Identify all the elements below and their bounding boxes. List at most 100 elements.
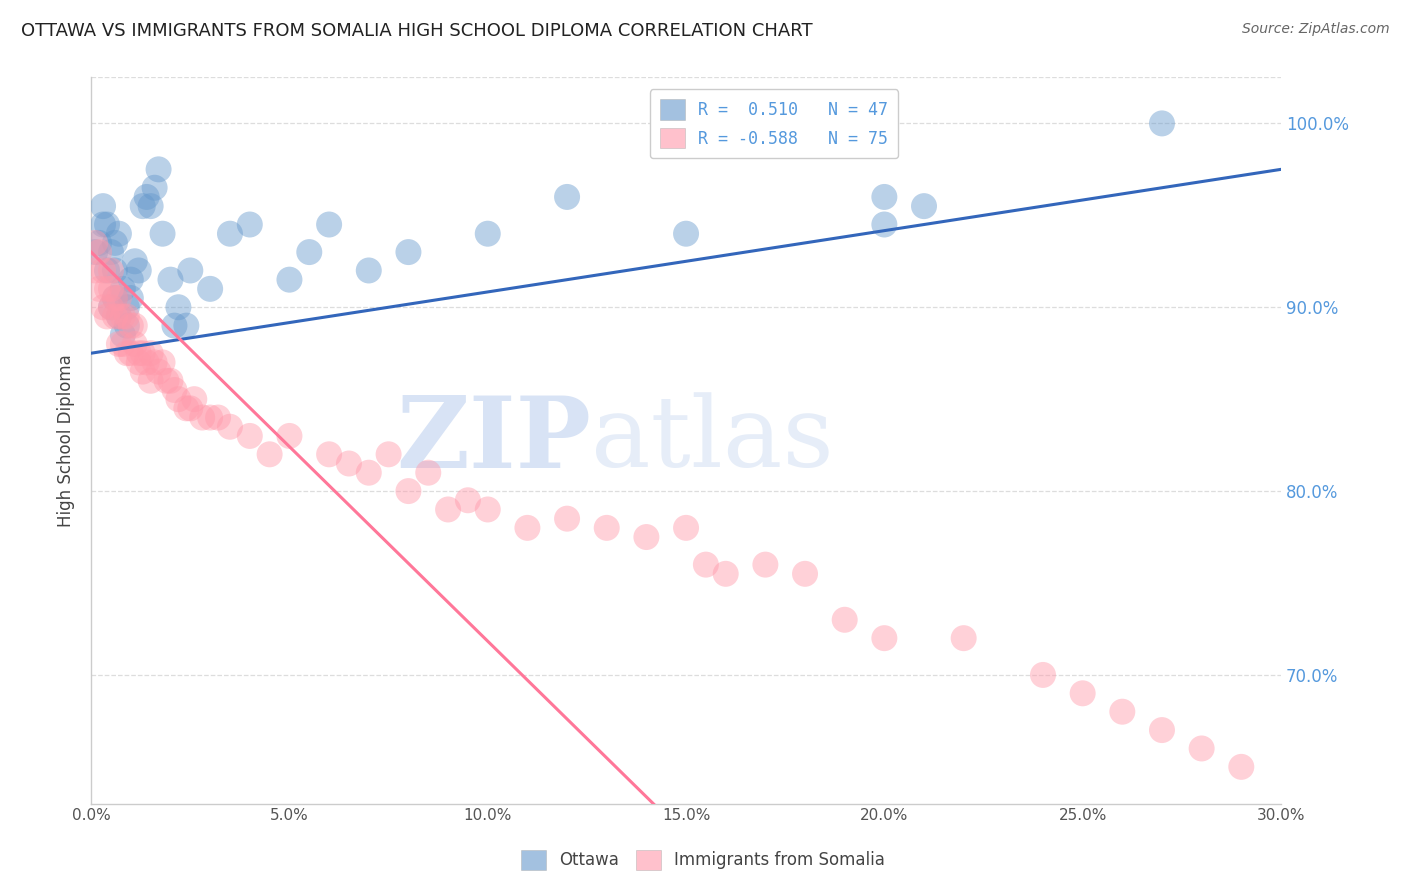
- Point: [457, 493, 479, 508]
- Point: [104, 291, 127, 305]
- Point: [357, 466, 380, 480]
- Point: [143, 355, 166, 369]
- Point: [198, 282, 221, 296]
- Point: [318, 447, 340, 461]
- Point: [87, 245, 110, 260]
- Point: [675, 227, 697, 241]
- Point: [115, 346, 138, 360]
- Point: [111, 310, 134, 324]
- Point: [143, 180, 166, 194]
- Point: [318, 218, 340, 232]
- Point: [104, 263, 127, 277]
- Point: [357, 263, 380, 277]
- Point: [176, 401, 198, 416]
- Point: [111, 282, 134, 296]
- Point: [516, 521, 538, 535]
- Point: [139, 374, 162, 388]
- Point: [115, 310, 138, 324]
- Point: [1111, 705, 1133, 719]
- Point: [239, 218, 262, 232]
- Point: [87, 235, 110, 250]
- Y-axis label: High School Diploma: High School Diploma: [58, 354, 75, 527]
- Point: [139, 199, 162, 213]
- Point: [418, 466, 440, 480]
- Point: [100, 245, 122, 260]
- Point: [132, 365, 155, 379]
- Point: [84, 245, 107, 260]
- Point: [1191, 741, 1213, 756]
- Point: [104, 291, 127, 305]
- Point: [873, 190, 896, 204]
- Point: [873, 631, 896, 645]
- Point: [152, 355, 174, 369]
- Point: [176, 318, 198, 333]
- Point: [794, 566, 817, 581]
- Point: [477, 502, 499, 516]
- Point: [596, 521, 619, 535]
- Point: [191, 410, 214, 425]
- Point: [111, 337, 134, 351]
- Point: [278, 273, 301, 287]
- Point: [100, 263, 122, 277]
- Point: [219, 419, 242, 434]
- Point: [108, 310, 131, 324]
- Point: [219, 227, 242, 241]
- Point: [108, 337, 131, 351]
- Point: [337, 457, 360, 471]
- Point: [198, 410, 221, 425]
- Point: [96, 310, 118, 324]
- Point: [183, 392, 205, 406]
- Point: [135, 190, 157, 204]
- Point: [179, 263, 201, 277]
- Legend: R =  0.510   N = 47, R = -0.588   N = 75: R = 0.510 N = 47, R = -0.588 N = 75: [650, 89, 898, 159]
- Point: [912, 199, 935, 213]
- Point: [108, 291, 131, 305]
- Point: [207, 410, 229, 425]
- Point: [1150, 723, 1173, 737]
- Point: [167, 392, 190, 406]
- Point: [167, 300, 190, 314]
- Point: [396, 484, 419, 499]
- Point: [1150, 116, 1173, 130]
- Point: [1071, 686, 1094, 700]
- Point: [477, 227, 499, 241]
- Point: [91, 218, 114, 232]
- Point: [636, 530, 658, 544]
- Point: [163, 318, 186, 333]
- Text: atlas: atlas: [591, 392, 834, 489]
- Point: [96, 282, 118, 296]
- Point: [754, 558, 776, 572]
- Point: [555, 511, 578, 525]
- Point: [278, 429, 301, 443]
- Point: [834, 613, 856, 627]
- Text: Source: ZipAtlas.com: Source: ZipAtlas.com: [1241, 22, 1389, 37]
- Point: [115, 318, 138, 333]
- Legend: Ottawa, Immigrants from Somalia: Ottawa, Immigrants from Somalia: [515, 843, 891, 877]
- Point: [84, 235, 107, 250]
- Point: [100, 300, 122, 314]
- Point: [120, 346, 142, 360]
- Point: [120, 273, 142, 287]
- Point: [675, 521, 697, 535]
- Point: [111, 327, 134, 342]
- Point: [100, 300, 122, 314]
- Point: [155, 374, 177, 388]
- Point: [159, 374, 181, 388]
- Point: [135, 355, 157, 369]
- Point: [91, 199, 114, 213]
- Point: [179, 401, 201, 416]
- Point: [1230, 760, 1253, 774]
- Point: [132, 346, 155, 360]
- Point: [128, 355, 150, 369]
- Point: [124, 337, 146, 351]
- Text: ZIP: ZIP: [396, 392, 591, 489]
- Point: [873, 218, 896, 232]
- Point: [128, 263, 150, 277]
- Point: [84, 263, 107, 277]
- Point: [96, 218, 118, 232]
- Point: [152, 227, 174, 241]
- Point: [1032, 668, 1054, 682]
- Point: [377, 447, 399, 461]
- Point: [239, 429, 262, 443]
- Point: [714, 566, 737, 581]
